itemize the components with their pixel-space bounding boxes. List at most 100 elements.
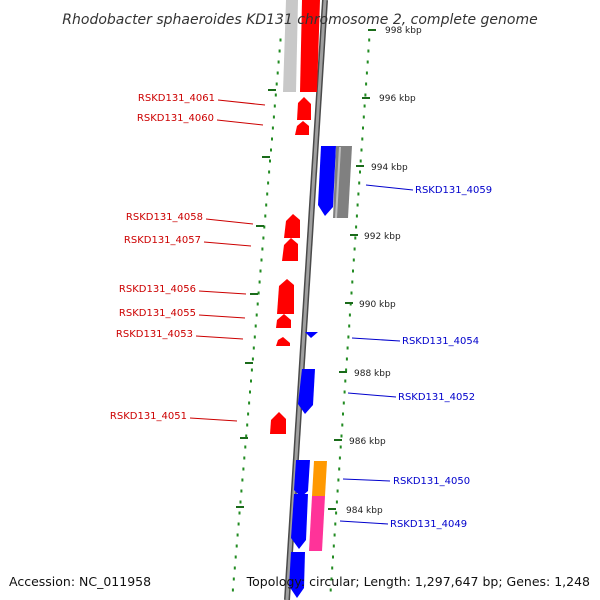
inner-dotted-ring-dot (337, 478, 340, 482)
gene-label-rskd131-4050: RSKD131_4050 (393, 476, 470, 487)
inner-dotted-ring-dot (335, 511, 338, 515)
inner-dotted-ring-dot (368, 38, 371, 42)
inner-dotted-ring-dot (345, 368, 348, 372)
inner-dotted-ring-dot (342, 401, 345, 405)
gene-label-rskd131-4052: RSKD131_4052 (398, 392, 475, 403)
right-leader-lines (339, 184, 414, 525)
outer-dotted-ring-dot (231, 588, 234, 592)
inner-dotted-ring-dot (331, 566, 334, 570)
tick-label-990: 990 kbp (359, 300, 396, 310)
tick-label-984: 984 kbp (346, 506, 383, 516)
inner-dotted-ring-dot (352, 269, 354, 273)
inner-dotted-ring-dot (347, 335, 350, 339)
inner-dotted-ring-dot (359, 159, 362, 163)
inner-dotted-ring-dot (335, 500, 338, 504)
outer-dotted-ring-dot (265, 203, 268, 207)
inner-dotted-ring-dot (340, 434, 343, 438)
dotted-guide-rings (231, 38, 371, 592)
outer-dotted-ring-dot (269, 159, 271, 163)
outer-dotted-ring-dot (233, 566, 236, 570)
outer-dotted-ring-dot (260, 258, 263, 262)
inner-dotted-ring-dot (354, 236, 357, 240)
inner-dotted-ring-dot (334, 522, 337, 526)
gene-rskd131-4049-blue (291, 494, 308, 549)
tick-label-986: 986 kbp (349, 437, 386, 447)
outer-dotted-ring-dot (236, 533, 239, 537)
gene-label-rskd131-4054: RSKD131_4054 (402, 336, 479, 347)
inner-dotted-ring-dot (356, 203, 359, 207)
tick-label-988: 988 kbp (354, 369, 391, 379)
outer-dotted-ring-dot (275, 82, 278, 86)
inner-dotted-ring-dot (348, 324, 351, 328)
gene-rskd131-4057 (282, 238, 298, 261)
inner-dotted-ring-dot (364, 93, 367, 97)
inner-dotted-ring-dot (367, 49, 370, 53)
inner-dotted-ring-dot (343, 390, 346, 394)
inner-dotted-ring-dot (351, 280, 354, 284)
outer-dotted-ring-dot (235, 544, 238, 548)
tick-label-998: 998 kbp (385, 26, 422, 36)
outer-dotted-ring-dot (240, 489, 243, 493)
gene-label-rskd131-4051: RSKD131_4051 (110, 411, 187, 422)
outer-dotted-ring-dot (272, 115, 275, 119)
inner-dotted-ring-dot (365, 82, 368, 86)
inner-dotted-ring-dot (336, 489, 339, 493)
inner-dotted-ring-dot (338, 456, 341, 460)
inner-dotted-ring-dot (346, 346, 349, 350)
inner-dotted-ring-dot (333, 533, 336, 537)
inner-dotted-ring-dot (345, 357, 348, 361)
inner-dotted-ring-dot (362, 115, 365, 119)
outer-dotted-ring-dot (255, 313, 258, 317)
right-gene-labels: RSKD131_4059 RSKD131_4054 RSKD131_4052 R… (390, 185, 492, 530)
tick-label-996: 996 kbp (379, 94, 416, 104)
outer-dotted-ring-dot (256, 302, 259, 306)
inner-dotted-ring-dot (329, 588, 332, 592)
outer-dotted-ring-dot (270, 148, 272, 152)
outer-dotted-ring-dot (274, 93, 277, 97)
inner-dotted-ring-dot (355, 214, 358, 218)
gene-rskd131-4056 (277, 279, 294, 314)
inner-dotted-ring-dot (362, 126, 364, 130)
outer-dotted-ring-dot (232, 577, 235, 581)
inner-dotted-ring-dot (332, 555, 334, 559)
gene-label-rskd131-4060: RSKD131_4060 (137, 113, 214, 124)
gene-label-rskd131-4058: RSKD131_4058 (126, 212, 203, 223)
outer-dotted-ring-dot (249, 390, 251, 394)
gene-label-rskd131-4056: RSKD131_4056 (119, 284, 196, 295)
outer-dotted-ring-dot (243, 456, 246, 460)
gene-rskd131-4052 (298, 369, 315, 414)
outer-dotted-ring-dot (271, 126, 274, 130)
outer-dotted-ring-dot (264, 214, 267, 218)
inner-dotted-ring-dot (341, 423, 344, 427)
feature-light-grey-top (283, 0, 298, 92)
inner-dotted-ring-dot (339, 445, 342, 449)
gene-rskd131-4053 (276, 337, 290, 346)
outer-dotted-ring-dot (266, 192, 269, 196)
outer-dotted-ring-dot (259, 269, 262, 273)
inner-dotted-ring-dot (352, 258, 355, 262)
outer-dotted-ring-dot (257, 291, 260, 295)
gene-rskd131-4050-blue (294, 460, 310, 497)
outer-dotted-ring-dot (251, 357, 254, 361)
gene-blue-bottom (289, 552, 305, 598)
inner-dotted-ring-dot (353, 247, 356, 251)
inner-dotted-ring-dot (365, 71, 368, 75)
inner-dotted-ring-dot (330, 577, 333, 581)
inner-dotted-ring-dot (350, 291, 353, 295)
chromosome-backbone-highlight (285, 0, 327, 600)
gene-rskd131-4051 (270, 412, 286, 434)
gene-label-rskd131-4049: RSKD131_4049 (390, 519, 467, 530)
outer-dotted-ring-dot (237, 522, 240, 526)
feature-pink-track (309, 496, 325, 551)
gene-label-rskd131-4061: RSKD131_4061 (138, 93, 215, 104)
outer-dotted-ring-dot (238, 511, 241, 515)
outer-dotted-ring-dot (234, 555, 237, 559)
gene-rskd131-4061 (297, 97, 311, 120)
inner-dotted-ring-dot (332, 544, 335, 548)
inner-dotted-ring-dot (359, 170, 361, 174)
inner-dotted-ring-dot (363, 104, 366, 108)
inner-dotted-ring-dot (357, 192, 360, 196)
inner-dotted-ring-dot (360, 148, 363, 152)
outer-dotted-ring-dot (277, 60, 280, 64)
outer-dotted-ring-dot (262, 236, 265, 240)
